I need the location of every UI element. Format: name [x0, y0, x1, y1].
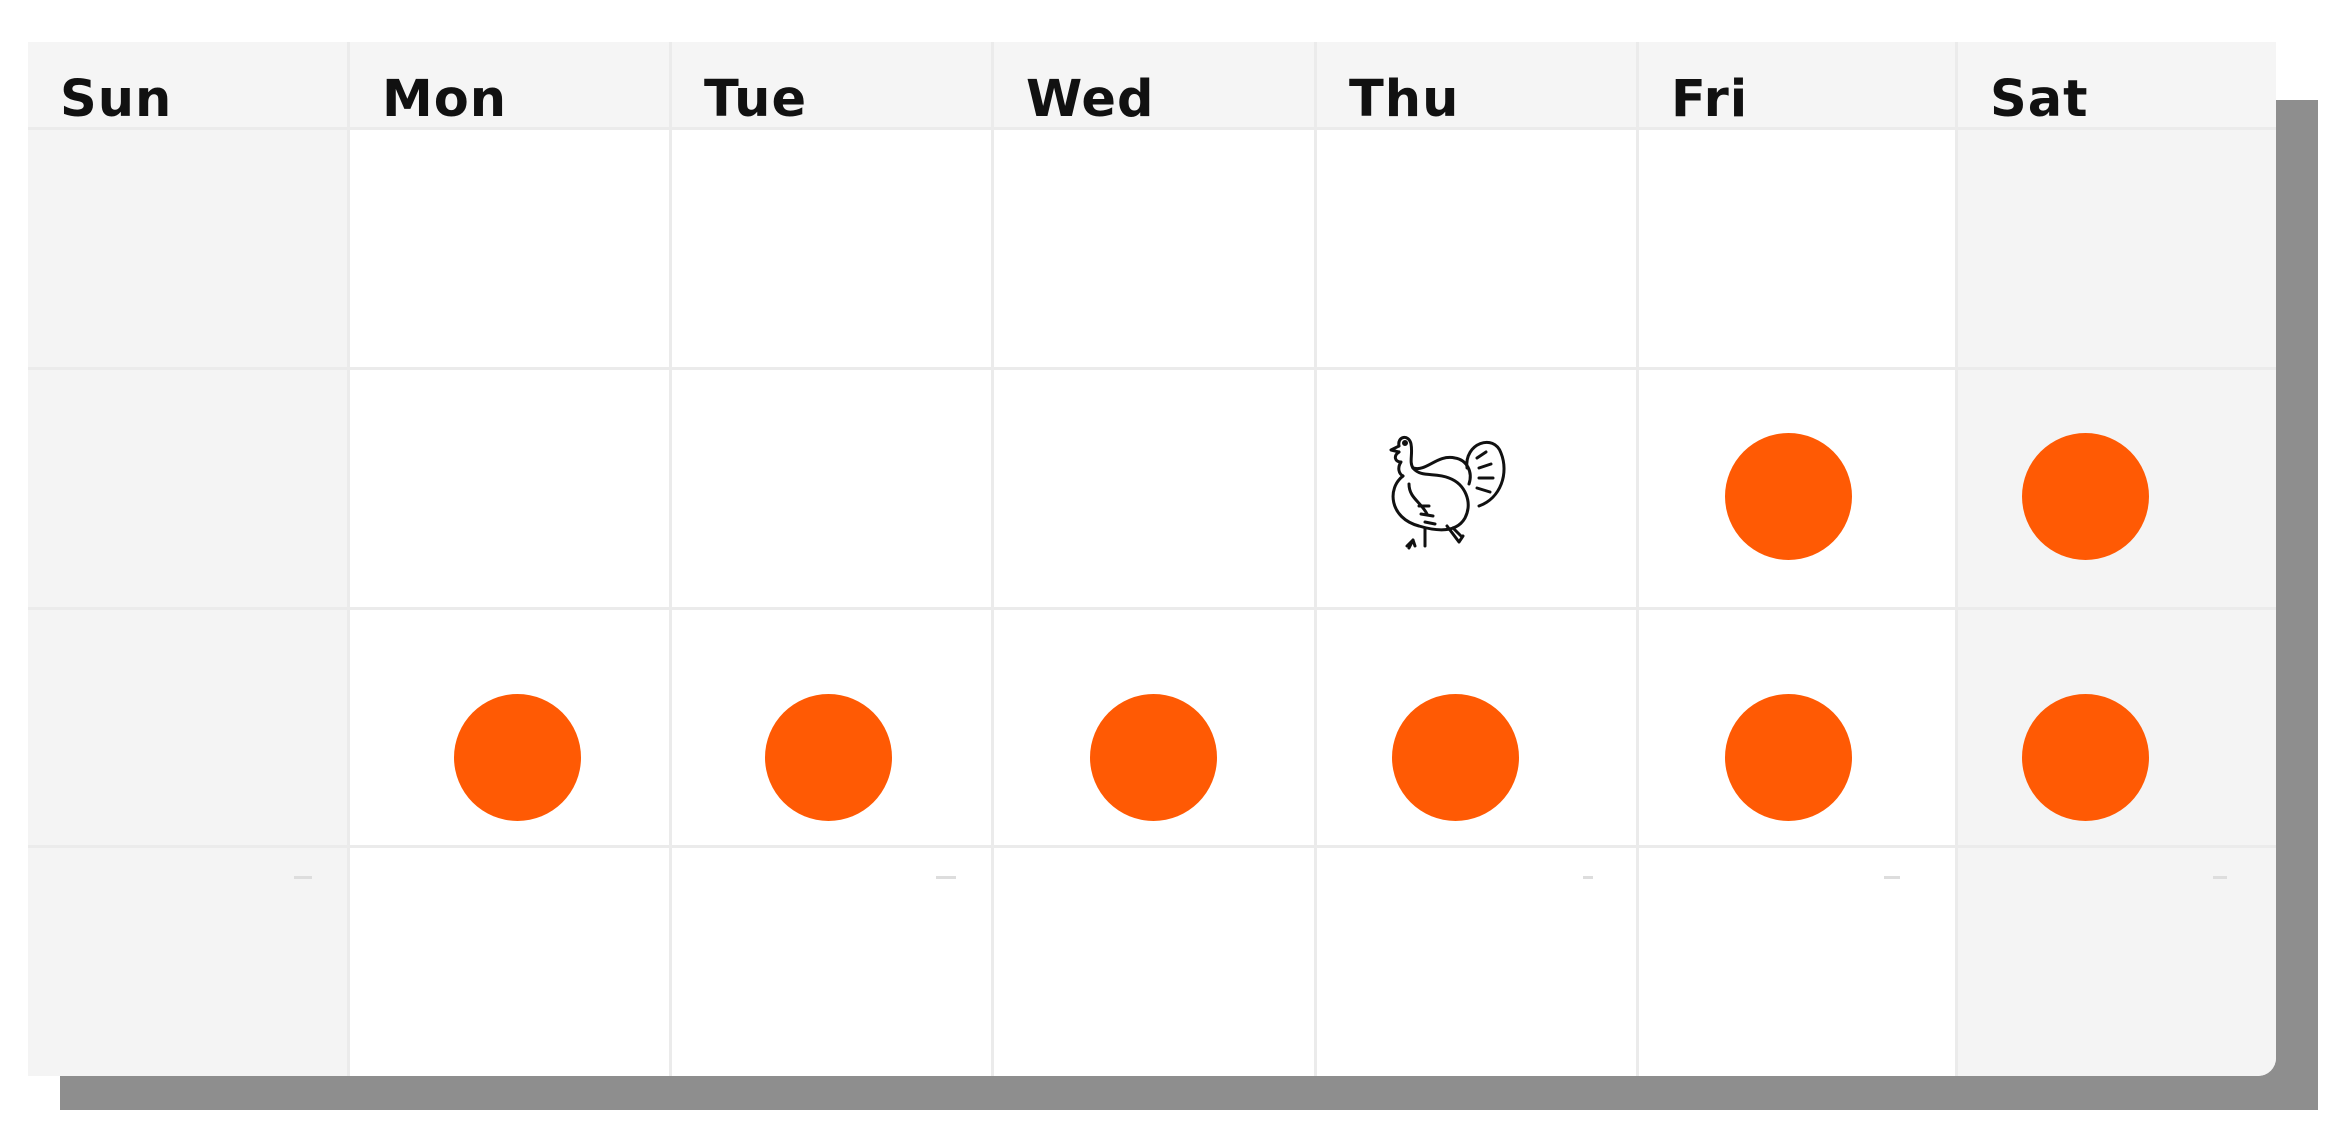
day-label: Mon	[382, 70, 508, 129]
day-cell[interactable]	[1639, 370, 1958, 610]
day-header-sat: Sat	[1958, 42, 2276, 130]
cut-mark	[1583, 876, 1593, 879]
day-cell[interactable]	[994, 370, 1317, 610]
day-cell[interactable]	[28, 848, 350, 1076]
day-cell[interactable]	[994, 130, 1317, 370]
day-label: Sun	[60, 70, 173, 129]
day-cell[interactable]	[28, 610, 350, 848]
day-header-mon: Mon	[350, 42, 672, 130]
day-cell[interactable]	[994, 610, 1317, 848]
cut-mark	[294, 876, 312, 879]
calendar: Sun Mon Tue Wed Thu Fri Sat	[28, 42, 2276, 1076]
event-marker	[1725, 433, 1852, 560]
event-marker	[2022, 694, 2149, 821]
day-label: Thu	[1349, 70, 1460, 129]
day-cell-thanksgiving[interactable]	[1317, 370, 1639, 610]
cut-mark	[936, 876, 956, 879]
day-cell[interactable]	[1317, 610, 1639, 848]
day-cell[interactable]	[1958, 130, 2276, 370]
event-marker	[1090, 694, 1217, 821]
day-cell[interactable]	[1317, 130, 1639, 370]
day-cell[interactable]	[672, 370, 994, 610]
cut-mark	[1884, 876, 1900, 879]
day-header-thu: Thu	[1317, 42, 1639, 130]
day-cell[interactable]	[1958, 370, 2276, 610]
day-header-tue: Tue	[672, 42, 994, 130]
day-header-wed: Wed	[994, 42, 1317, 130]
cut-mark	[2213, 876, 2227, 879]
day-cell[interactable]	[1958, 610, 2276, 848]
day-cell[interactable]	[1639, 130, 1958, 370]
turkey-icon	[1389, 436, 1506, 550]
day-cell[interactable]	[350, 130, 672, 370]
day-cell[interactable]	[672, 130, 994, 370]
day-cell[interactable]	[1639, 610, 1958, 848]
day-label: Wed	[1026, 70, 1155, 129]
event-marker	[1725, 694, 1852, 821]
day-cell[interactable]	[1317, 848, 1639, 1076]
day-header-fri: Fri	[1639, 42, 1958, 130]
day-cell[interactable]	[350, 370, 672, 610]
event-marker	[1392, 694, 1519, 821]
day-label: Fri	[1671, 70, 1749, 129]
day-cell[interactable]	[350, 848, 672, 1076]
day-label: Sat	[1990, 70, 2089, 129]
calendar-grid: Sun Mon Tue Wed Thu Fri Sat	[28, 42, 2276, 1076]
event-marker	[765, 694, 892, 821]
day-cell[interactable]	[28, 130, 350, 370]
day-cell[interactable]	[1639, 848, 1958, 1076]
event-marker	[454, 694, 581, 821]
day-header-sun: Sun	[28, 42, 350, 130]
day-cell[interactable]	[350, 610, 672, 848]
day-cell[interactable]	[1958, 848, 2276, 1076]
day-label: Tue	[704, 70, 808, 129]
day-cell[interactable]	[672, 610, 994, 848]
event-marker	[2022, 433, 2149, 560]
day-cell[interactable]	[28, 370, 350, 610]
day-cell[interactable]	[994, 848, 1317, 1076]
day-cell[interactable]	[672, 848, 994, 1076]
